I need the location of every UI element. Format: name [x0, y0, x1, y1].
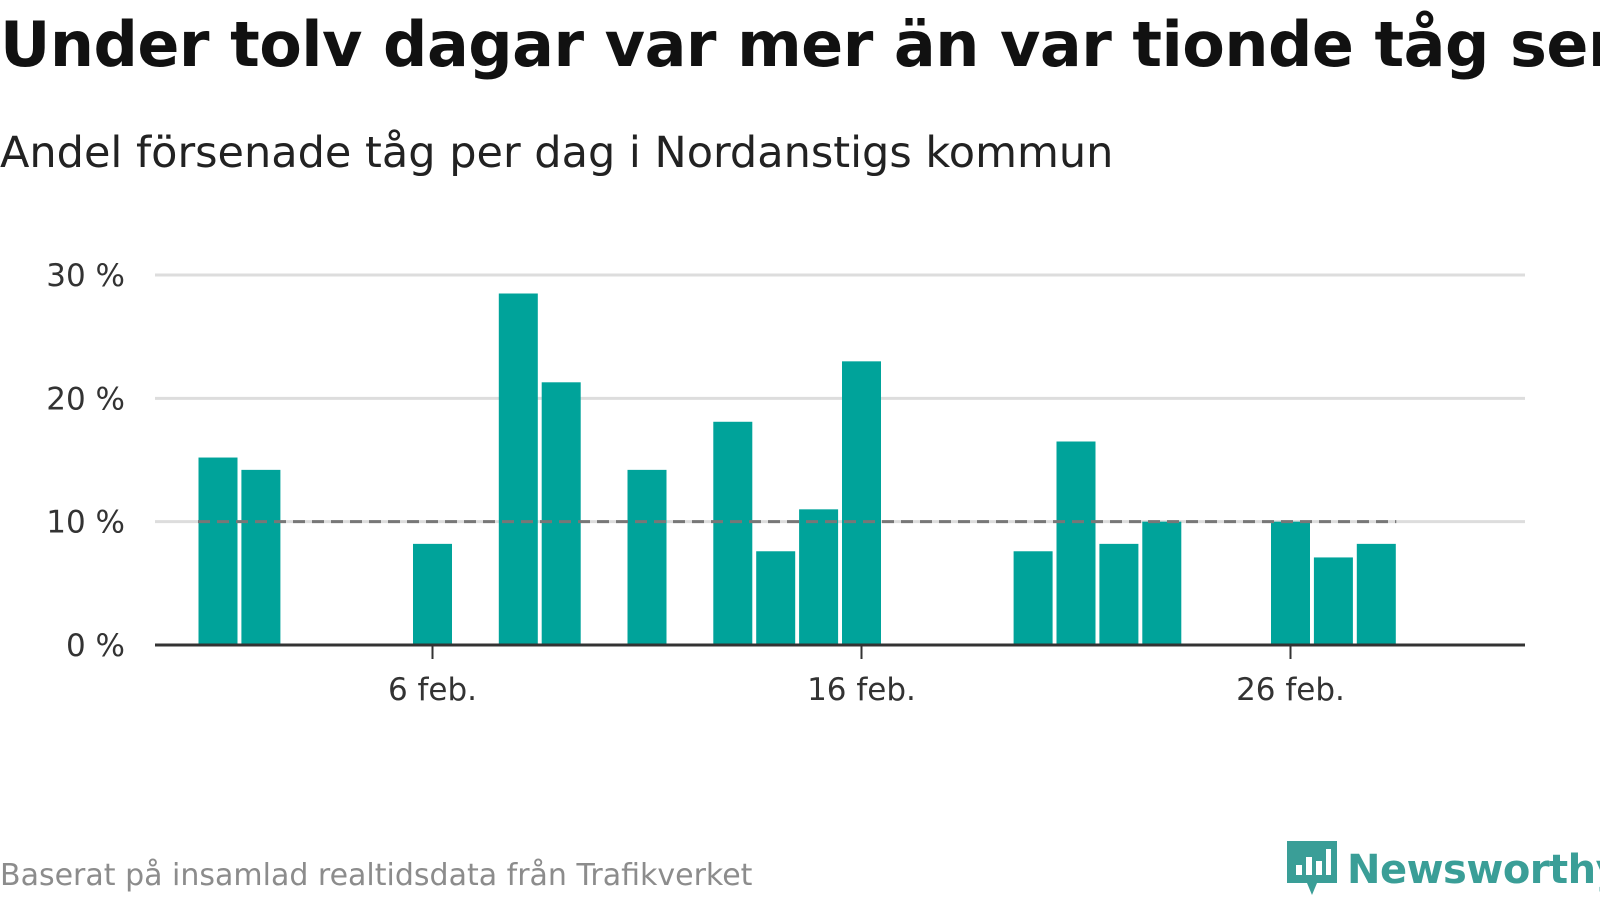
newsworthy-logo: Newsworthy: [1287, 840, 1600, 900]
bar: [1099, 543, 1139, 645]
chart-title: Under tolv dagar var mer än var tionde t…: [0, 8, 1600, 81]
bar: [1142, 521, 1182, 645]
bar: [498, 293, 538, 645]
y-tick-label: 10 %: [46, 505, 125, 541]
y-tick-label: 30 %: [46, 258, 125, 294]
x-tick-label: 16 feb.: [807, 672, 916, 708]
bar: [1056, 441, 1096, 645]
logo-text: Newsworthy: [1347, 847, 1600, 893]
newsworthy-bar-chart-icon: [1287, 841, 1337, 895]
bar: [241, 469, 281, 645]
bar: [1013, 551, 1053, 645]
bar: [1271, 521, 1310, 645]
bar: [1356, 543, 1396, 645]
bar: [756, 551, 796, 645]
y-tick-label: 0 %: [66, 628, 125, 664]
x-tick-label: 6 feb.: [388, 672, 477, 708]
bar: [627, 469, 667, 645]
bar: [799, 509, 839, 645]
bar: [198, 457, 238, 645]
bar: [713, 421, 753, 645]
bar-chart: 0 % 10 % 20 % 30 % 6 feb. 16 feb. 26 feb.: [46, 258, 1525, 708]
y-tick-label: 20 %: [46, 381, 125, 417]
source-note: Baserat på insamlad realtidsdata från Tr…: [0, 858, 753, 893]
bar: [541, 382, 581, 645]
x-tick-label: 26 feb.: [1236, 672, 1345, 708]
bar: [1313, 557, 1353, 645]
chart-subtitle: Andel försenade tåg per dag i Nordanstig…: [0, 128, 1114, 178]
bar: [413, 543, 452, 645]
bar: [842, 361, 881, 645]
